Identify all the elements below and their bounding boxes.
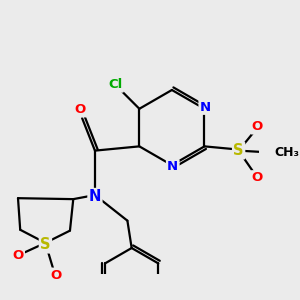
Text: CH₃: CH₃ [274,146,299,159]
Text: O: O [12,249,24,262]
Text: N: N [200,100,211,114]
Text: O: O [50,269,61,282]
Text: S: S [40,237,51,252]
Text: Cl: Cl [108,78,123,92]
Text: S: S [233,143,244,158]
Text: O: O [252,172,263,184]
Text: O: O [75,103,86,116]
Text: O: O [252,120,263,133]
Text: N: N [89,189,101,204]
Text: N: N [167,160,178,173]
